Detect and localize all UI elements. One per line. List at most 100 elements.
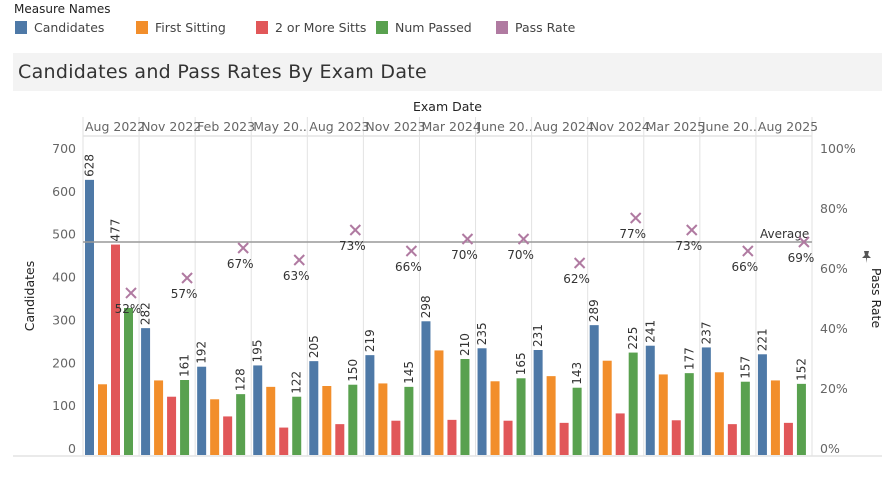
category-label: June 20..: [701, 119, 757, 134]
bar-first-sitting: [434, 350, 444, 455]
category-label: Aug 2025: [758, 119, 818, 134]
bar-first-sitting: [266, 386, 276, 455]
pass-rate-label: 66%: [732, 260, 759, 274]
bar-value-label: 205: [307, 335, 321, 358]
bar-first-sitting: [154, 380, 164, 455]
bar-num-passed: [740, 381, 750, 455]
pass-rate-label: 67%: [227, 257, 254, 271]
legend-item-num-passed[interactable]: Num Passed: [376, 20, 472, 35]
bar-2-or-more-sitts: [167, 396, 177, 455]
y-tick-label: 600: [52, 184, 76, 199]
pass-rate-label: 77%: [619, 227, 646, 241]
legend-label: First Sitting: [155, 20, 226, 35]
bar-num-passed: [180, 380, 190, 455]
pass-rate-marker: [125, 287, 137, 299]
bar-value-label: 157: [738, 356, 752, 379]
bar-value-label: 231: [531, 324, 545, 347]
bar-2-or-more-sitts: [615, 413, 625, 455]
category-label: Mar 2025: [646, 119, 705, 134]
bar-value-label: 195: [251, 340, 265, 363]
bar-value-label: 145: [402, 361, 416, 384]
y-tick-label: 700: [52, 141, 76, 156]
bar-2-or-more-sitts: [335, 424, 345, 455]
pass-rate-marker: [405, 245, 418, 257]
category-label: Aug 2024: [534, 119, 594, 134]
bar-value-label: 241: [643, 320, 657, 343]
legend-item-candidates[interactable]: Candidates: [15, 20, 104, 35]
bar-2-or-more-sitts: [111, 244, 120, 455]
pass-rate-label: 63%: [283, 269, 310, 283]
y-tick-label: 500: [52, 227, 76, 242]
pass-rate-marker: [573, 257, 586, 269]
legend-swatch: [256, 21, 268, 34]
bar-candidates: [365, 355, 375, 455]
y-tick-label: 300: [52, 312, 76, 327]
y-tick-label: 100: [52, 398, 76, 413]
bar-2-or-more-sitts: [671, 420, 681, 455]
legend-item-first-sitting[interactable]: First Sitting: [136, 20, 226, 35]
bar-first-sitting: [490, 381, 500, 455]
x-axis-title: Exam Date: [413, 99, 482, 114]
y2-tick-label: 80%: [820, 201, 848, 216]
bar-2-or-more-sitts: [559, 422, 569, 455]
bar-num-passed: [348, 384, 358, 455]
y2-tick-label: 0%: [820, 441, 840, 456]
bar-value-label: 219: [363, 329, 377, 352]
legend-item-pass-rate[interactable]: Pass Rate: [496, 20, 575, 35]
pass-rate-marker: [181, 272, 193, 284]
legend: Measure Names Candidates First Sitting 2…: [0, 0, 884, 46]
bar-candidates: [309, 361, 319, 455]
legend-swatch: [15, 21, 27, 34]
pass-rate-label: 70%: [507, 248, 534, 262]
legend-item-two-or-more-sittings[interactable]: 2 or More Sitts: [256, 20, 366, 35]
bar-candidates: [701, 347, 711, 455]
bar-value-label: 165: [514, 352, 528, 375]
bar-num-passed: [460, 359, 470, 455]
bar-candidates: [645, 345, 655, 455]
pass-rate-marker: [686, 224, 698, 236]
bar-first-sitting: [546, 376, 556, 455]
category-label: Feb 2023: [197, 119, 255, 134]
reference-line-label: Average: [760, 227, 809, 241]
pass-rate-marker: [461, 233, 474, 245]
bar-value-label: 152: [794, 358, 808, 381]
y-tick-label: 200: [52, 355, 76, 370]
bar-first-sitting: [770, 380, 780, 455]
bar-num-passed: [684, 373, 694, 455]
bar-value-label: 628: [83, 154, 97, 177]
bar-value-label: 237: [699, 322, 713, 345]
bar-value-label: 161: [178, 354, 192, 377]
pass-rate-marker: [237, 242, 249, 254]
pass-rate-label: 73%: [675, 239, 702, 253]
bar-2-or-more-sitts: [223, 416, 233, 455]
bar-num-passed: [292, 396, 302, 455]
bar-candidates: [141, 328, 151, 455]
y2-tick-label: 20%: [820, 381, 848, 396]
bar-value-label: 289: [587, 299, 601, 322]
bar-value-label: 150: [346, 359, 360, 382]
bar-first-sitting: [322, 386, 332, 455]
bar-2-or-more-sitts: [391, 420, 401, 455]
bar-value-label: 210: [458, 333, 472, 356]
pass-rate-marker: [629, 212, 642, 224]
legend-label: Pass Rate: [515, 20, 576, 35]
pin-icon[interactable]: [860, 250, 873, 264]
pass-rate-label: 73%: [339, 239, 366, 253]
bar-first-sitting: [658, 374, 668, 455]
bar-2-or-more-sitts: [783, 422, 793, 455]
bar-value-label: 235: [475, 322, 489, 345]
bar-candidates: [757, 354, 767, 455]
bar-candidates: [533, 350, 543, 455]
bar-first-sitting: [714, 372, 724, 455]
bar-candidates: [253, 365, 263, 455]
legend-label: Num Passed: [395, 20, 472, 35]
pass-rate-marker: [293, 254, 305, 266]
y2-axis-title: Pass Rate: [869, 268, 884, 329]
bar-num-passed: [124, 308, 133, 455]
bar-num-passed: [796, 383, 806, 455]
pass-rate-label: 57%: [171, 287, 198, 301]
bar-candidates: [421, 321, 431, 455]
bar-value-label: 128: [234, 368, 248, 391]
category-label: Aug 2022: [85, 119, 145, 134]
